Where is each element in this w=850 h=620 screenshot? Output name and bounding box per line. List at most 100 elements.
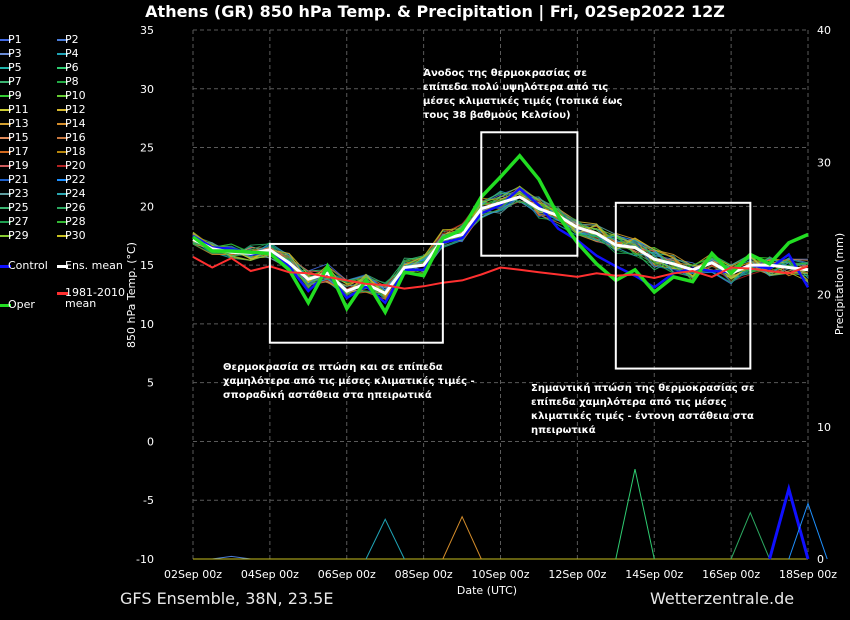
y-tick-label: 25 <box>140 142 154 155</box>
legend-label: P24 <box>65 187 86 200</box>
legend-label: P13 <box>8 117 29 130</box>
y-tick-label: 0 <box>147 435 154 448</box>
series-line <box>191 153 809 316</box>
x-tick-label: 10Sep 00z <box>472 568 530 581</box>
annotation-text: χαμηλότερα από τις μέσες κλιματικές τιμέ… <box>223 375 475 387</box>
legend-label: mean <box>65 297 97 310</box>
legend-swatch <box>57 292 68 295</box>
legend-swatch <box>0 123 11 125</box>
legend-swatch <box>0 39 11 41</box>
legend-label: P5 <box>8 61 22 74</box>
legend-label: P20 <box>65 159 86 172</box>
highlight-box <box>480 131 579 257</box>
highlight-box <box>614 201 752 370</box>
legend-label: P28 <box>65 215 86 228</box>
legend-swatch <box>57 137 68 139</box>
legend-swatch <box>0 304 11 307</box>
y-tick-label: 10 <box>140 318 154 331</box>
y2-tick-label: 40 <box>817 24 831 37</box>
highlight-box <box>268 242 444 344</box>
x-tick-label: 18Sep 00z <box>779 568 837 581</box>
y2-tick-label: 20 <box>817 289 831 302</box>
y-tick-label: -5 <box>143 494 154 507</box>
x-axis-label: Date (UTC) <box>457 584 517 597</box>
legend-swatch <box>57 53 68 55</box>
legend-swatch <box>57 109 68 111</box>
annotation-text: μέσες κλιματικές τιμές (τοπικά έως <box>423 95 623 107</box>
series-line <box>192 187 810 305</box>
annotation-text: ηπειρωτικά <box>531 424 596 436</box>
annotation-text: σποραδική αστάθεια στα ηπειρωτικά <box>223 389 432 401</box>
y-tick-label: 5 <box>147 377 154 390</box>
y2-tick-label: 0 <box>817 553 824 566</box>
legend-swatch <box>0 95 11 97</box>
annotations: Άνοδος της θερμοκρασίας σε επίπεδα πολύ υ… <box>223 67 755 436</box>
x-tick-label: 16Sep 00z <box>702 568 760 581</box>
x-tick-label: 14Sep 00z <box>625 568 683 581</box>
x-tick-label: 12Sep 00z <box>548 568 606 581</box>
y-tick-label: -10 <box>136 553 154 566</box>
legend-label: P10 <box>65 89 86 102</box>
legend-swatch <box>57 81 68 83</box>
legend-label: P15 <box>8 131 29 144</box>
legend-swatch <box>0 81 11 83</box>
legend-swatch <box>0 207 11 209</box>
precip-spike <box>615 468 655 560</box>
precip-spike <box>365 518 405 560</box>
chart-title: Athens (GR) 850 hPa Temp. & Precipitatio… <box>145 2 725 22</box>
precip-spike <box>442 515 482 560</box>
legend-label: P27 <box>8 215 29 228</box>
legend-label: P14 <box>65 117 86 130</box>
x-tick-label: 06Sep 00z <box>318 568 376 581</box>
axes: 35 30 25 20 15 10 5 0 -5 -10 02Sep 00z 04Sep 00z 06S… <box>136 24 837 581</box>
legend-label: P30 <box>65 229 86 242</box>
legend-label: P29 <box>8 229 29 242</box>
highlight-boxes <box>268 131 752 370</box>
legend-label: Oper <box>8 298 35 311</box>
legend-label: P4 <box>65 47 79 60</box>
legend-swatch <box>57 179 68 181</box>
legend-swatch <box>57 221 68 223</box>
precip-spike <box>730 511 771 560</box>
main-series <box>191 153 810 316</box>
y2-tick-label: 30 <box>817 156 831 169</box>
legend-label: P18 <box>65 145 86 158</box>
legend-swatch <box>0 165 11 167</box>
legend-swatch <box>0 221 11 223</box>
annotation-text: τους 38 βαθμούς Κελσίου) <box>423 109 571 121</box>
x-tick-label: 04Sep 00z <box>241 568 299 581</box>
annotation-text: Άνοδος της θερμοκρασίας σε <box>423 67 587 79</box>
legend-swatch <box>0 67 11 69</box>
legend-label: P16 <box>65 131 86 144</box>
annotation-text: επίπεδα πολύ υψηλότερα από τις <box>423 81 608 93</box>
legend-label: P12 <box>65 103 86 116</box>
legend-label: Control <box>8 259 48 272</box>
legend-swatch <box>57 235 68 237</box>
y-tick-label: 30 <box>140 83 154 96</box>
model-info: GFS Ensemble, 38N, 23.5E <box>120 589 334 608</box>
legend-swatch <box>0 151 11 153</box>
legend-label: P22 <box>65 173 86 186</box>
legend-swatch <box>57 165 68 167</box>
legend-label: P2 <box>65 33 79 46</box>
annotation-text: κλιματικές τιμές - έντονη αστάθεια στα <box>531 410 754 422</box>
precip-spike <box>788 501 828 560</box>
series-line <box>192 256 809 290</box>
legend-swatch <box>57 123 68 125</box>
legend-swatch <box>0 265 11 268</box>
x-tick-label: 08Sep 00z <box>395 568 453 581</box>
legend-swatch <box>0 179 11 181</box>
x-tick-label: 02Sep 00z <box>164 568 222 581</box>
y2-tick-label: 10 <box>817 421 831 434</box>
legend-swatch <box>57 207 68 209</box>
y-tick-label: 35 <box>140 24 154 37</box>
site-credit: Wetterzentrale.de <box>650 589 795 608</box>
legend-label: P7 <box>8 75 22 88</box>
annotation-text: Θερμοκρασία σε πτώση και σε επίπεδα <box>223 361 443 373</box>
legend-label: P11 <box>8 103 29 116</box>
legend-label: Ens. mean <box>65 259 123 272</box>
legend-label: P19 <box>8 159 29 172</box>
legend-swatch <box>57 67 68 69</box>
legend-swatch <box>57 265 68 268</box>
